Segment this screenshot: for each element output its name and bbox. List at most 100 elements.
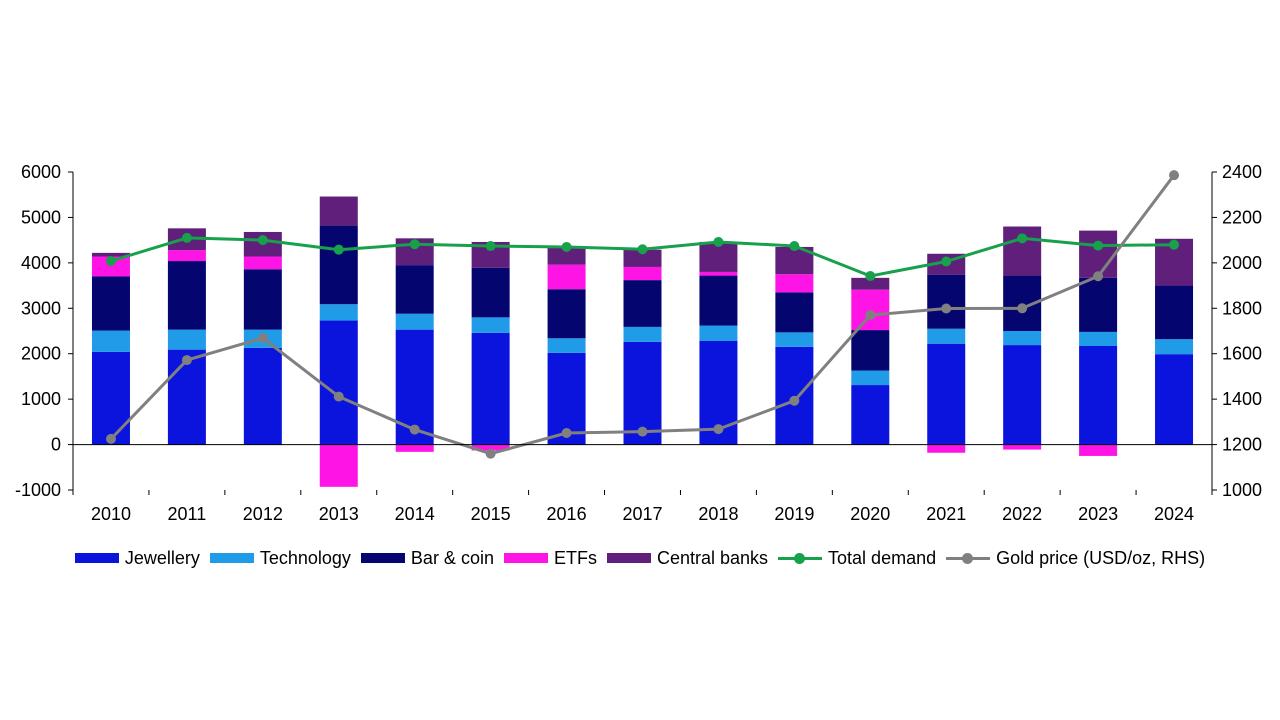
- x-tick-label-2020: 2020: [850, 504, 890, 524]
- x-tick-label-2018: 2018: [698, 504, 738, 524]
- y-tick-label-3000: 3000: [21, 298, 61, 318]
- bar-etfs-2023: [1079, 444, 1118, 456]
- point-gold-price-usd-oz-rhs-2021: [941, 303, 952, 314]
- lines-layer: [105, 170, 1180, 459]
- bar-etfs-2020: [851, 289, 890, 331]
- legend-swatch-bar-coin: [360, 553, 405, 563]
- axes-layer: -1000 0 1000 2000 3000 4000 5000 6000 1000 1200 14…: [15, 162, 1262, 524]
- bar-technology-2015: [471, 317, 510, 333]
- legend-label-technology: Technology: [259, 547, 351, 568]
- y-tick-label-1000: 1000: [21, 389, 61, 409]
- legend-swatch-dot-gold-price-usd-oz-rhs: [962, 553, 974, 564]
- point-gold-price-usd-oz-rhs-2010: [105, 433, 116, 444]
- legend-swatch-gold-price-usd-oz-rhs: [946, 552, 991, 564]
- legend-label-etfs: ETFs: [553, 547, 597, 568]
- point-total-demand-2024: [1169, 239, 1180, 250]
- bar-technology-2011: [167, 329, 206, 350]
- bar-technology-2020: [851, 370, 890, 386]
- bar-bar-coin-2013: [319, 225, 358, 305]
- bar-technology-2018: [699, 325, 738, 341]
- point-gold-price-usd-oz-rhs-2019: [789, 395, 800, 406]
- point-total-demand-2021: [941, 256, 952, 267]
- bar-technology-2023: [1079, 331, 1118, 346]
- legend-swatch-technology: [209, 553, 254, 563]
- legend-swatch-etfs: [503, 553, 548, 563]
- bar-bar-coin-2015: [471, 267, 510, 318]
- point-total-demand-2013: [333, 244, 344, 255]
- bar-etfs-2018: [699, 271, 738, 276]
- y-tick-label-2000: 2000: [21, 344, 61, 364]
- bar-etfs-2016: [547, 264, 586, 290]
- bar-etfs-2017: [623, 266, 662, 281]
- point-total-demand-2011: [181, 232, 192, 243]
- legend-swatch-central-banks: [606, 553, 651, 563]
- y-tick-label-5000: 5000: [21, 207, 61, 227]
- legend-label-jewellery: Jewellery: [124, 547, 200, 568]
- bar-bar-coin-2014: [395, 265, 434, 314]
- y2-tick-label-1000: 1000: [1222, 480, 1262, 500]
- bar-jewellery-2021: [927, 343, 966, 445]
- bar-technology-2024: [1155, 339, 1194, 355]
- x-tick-label-2016: 2016: [547, 504, 587, 524]
- y2-tick-label-2400: 2400: [1222, 162, 1262, 182]
- point-gold-price-usd-oz-rhs-2014: [409, 424, 420, 435]
- y2-tick-label-1200: 1200: [1222, 435, 1262, 455]
- legend-swatch-total-demand: [778, 552, 823, 564]
- point-gold-price-usd-oz-rhs-2024: [1169, 170, 1180, 181]
- bar-technology-2016: [547, 338, 586, 353]
- y2-tick-label-1800: 1800: [1222, 298, 1262, 318]
- bar-technology-2013: [319, 304, 358, 321]
- point-gold-price-usd-oz-rhs-2023: [1093, 271, 1104, 282]
- x-tick-label-2019: 2019: [774, 504, 814, 524]
- legend-item-gold-price-usd-oz-rhs: Gold price (USD/oz, RHS): [946, 548, 1205, 569]
- bar-technology-2021: [927, 328, 966, 344]
- x-tick-label-2011: 2011: [168, 504, 207, 524]
- bar-central-banks-2023: [1079, 230, 1118, 278]
- bar-jewellery-2023: [1079, 345, 1118, 445]
- bar-bar-coin-2017: [623, 280, 662, 327]
- bar-bar-coin-2021: [927, 274, 966, 329]
- bar-jewellery-2011: [167, 349, 206, 445]
- bar-etfs-2022: [1003, 444, 1042, 450]
- legend-swatch-dot-total-demand: [794, 553, 806, 564]
- point-gold-price-usd-oz-rhs-2013: [333, 391, 344, 402]
- bar-etfs-2011: [167, 250, 206, 262]
- bar-jewellery-2012: [243, 347, 282, 445]
- bar-technology-2022: [1003, 331, 1042, 346]
- bar-etfs-2015: [471, 444, 510, 451]
- bar-bar-coin-2020: [851, 330, 890, 371]
- x-tick-label-2014: 2014: [395, 504, 435, 524]
- bar-etfs-2012: [243, 256, 282, 270]
- x-tick-label-2012: 2012: [243, 504, 283, 524]
- x-tick-label-2023: 2023: [1078, 504, 1118, 524]
- y2-tick-label-1400: 1400: [1222, 389, 1262, 409]
- legend: Jewellery Technology Bar & coin ETFs Central…: [0, 544, 1280, 572]
- point-total-demand-2019: [789, 241, 800, 252]
- bar-bar-coin-2019: [775, 292, 814, 333]
- legend-item-etfs: ETFs: [503, 547, 597, 569]
- point-gold-price-usd-oz-rhs-2017: [637, 426, 648, 437]
- point-total-demand-2017: [637, 244, 648, 255]
- bar-central-banks-2010: [91, 252, 130, 257]
- legend-item-bar-coin: Bar & coin: [360, 548, 494, 569]
- x-tick-label-2022: 2022: [1002, 504, 1042, 524]
- chart: -1000 0 1000 2000 3000 4000 5000 6000 1000 1200 14…: [15, 162, 1262, 524]
- point-gold-price-usd-oz-rhs-2016: [561, 427, 572, 438]
- bar-jewellery-2013: [319, 320, 358, 445]
- point-total-demand-2023: [1093, 240, 1104, 251]
- bar-etfs-2014: [395, 444, 434, 452]
- point-gold-price-usd-oz-rhs-2015: [485, 448, 496, 459]
- x-tick-label-2015: 2015: [471, 504, 511, 524]
- bar-etfs-2010: [91, 256, 130, 277]
- bar-bar-coin-2024: [1155, 285, 1194, 340]
- bar-etfs-2019: [775, 274, 814, 293]
- bar-bar-coin-2011: [167, 261, 206, 330]
- legend-item-total-demand: Total demand: [778, 548, 936, 569]
- point-gold-price-usd-oz-rhs-2011: [181, 355, 192, 366]
- y-tick-label-0: 0: [51, 435, 61, 455]
- bar-technology-2017: [623, 326, 662, 342]
- bar-central-banks-2013: [319, 196, 358, 226]
- bar-jewellery-2020: [851, 385, 890, 445]
- point-total-demand-2012: [257, 235, 268, 246]
- bar-bar-coin-2016: [547, 289, 586, 339]
